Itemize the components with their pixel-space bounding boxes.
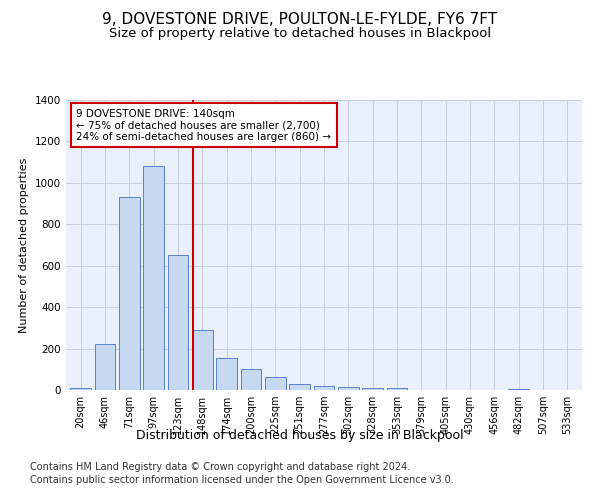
- Text: Contains HM Land Registry data © Crown copyright and database right 2024.: Contains HM Land Registry data © Crown c…: [30, 462, 410, 472]
- Bar: [386, 388, 407, 390]
- Bar: [143, 166, 164, 390]
- Text: Size of property relative to detached houses in Blackpool: Size of property relative to detached ho…: [109, 28, 491, 40]
- Bar: [241, 370, 262, 390]
- Text: Contains public sector information licensed under the Open Government Licence v3: Contains public sector information licen…: [30, 475, 454, 485]
- Text: 9, DOVESTONE DRIVE, POULTON-LE-FYLDE, FY6 7FT: 9, DOVESTONE DRIVE, POULTON-LE-FYLDE, FY…: [103, 12, 497, 28]
- Bar: [119, 198, 140, 390]
- Bar: [70, 388, 91, 390]
- Bar: [192, 330, 212, 390]
- Bar: [289, 384, 310, 390]
- Text: 9 DOVESTONE DRIVE: 140sqm
← 75% of detached houses are smaller (2,700)
24% of se: 9 DOVESTONE DRIVE: 140sqm ← 75% of detac…: [76, 108, 331, 142]
- Text: Distribution of detached houses by size in Blackpool: Distribution of detached houses by size …: [136, 428, 464, 442]
- Bar: [167, 256, 188, 390]
- Bar: [508, 389, 529, 390]
- Bar: [95, 344, 115, 390]
- Bar: [338, 387, 359, 390]
- Bar: [265, 376, 286, 390]
- Bar: [362, 388, 383, 390]
- Bar: [216, 358, 237, 390]
- Y-axis label: Number of detached properties: Number of detached properties: [19, 158, 29, 332]
- Bar: [314, 386, 334, 390]
